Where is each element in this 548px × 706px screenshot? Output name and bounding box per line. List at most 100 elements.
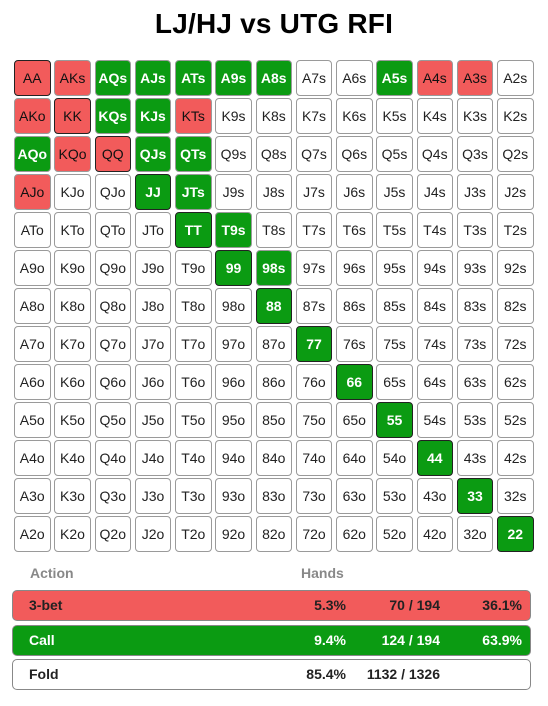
hand-cell-K9s[interactable]: K9s (215, 98, 252, 134)
hand-cell-72s[interactable]: 72s (497, 326, 534, 362)
hand-cell-J6o[interactable]: J6o (134, 364, 172, 400)
hand-cell-K5o[interactable]: K5o (54, 402, 91, 438)
legend-row-fold[interactable]: Fold 85.4% 1132 / 1326 (12, 659, 531, 690)
hand-cell-A9s[interactable]: A9s (215, 60, 252, 96)
hand-cell-94s[interactable]: 94s (416, 250, 453, 286)
hand-cell-82o[interactable]: 82o (255, 516, 292, 552)
hand-cell-Q7s[interactable]: Q7s (295, 136, 333, 172)
hand-cell-85s[interactable]: 85s (376, 288, 413, 324)
hand-cell-JTo[interactable]: JTo (134, 212, 172, 248)
hand-cell-84o[interactable]: 84o (255, 440, 292, 476)
hand-cell-85o[interactable]: 85o (255, 402, 292, 438)
hand-cell-95s[interactable]: 95s (376, 250, 413, 286)
hand-cell-83s[interactable]: 83s (456, 288, 494, 324)
hand-cell-K4s[interactable]: K4s (416, 98, 453, 134)
hand-cell-Q8s[interactable]: Q8s (255, 136, 292, 172)
hand-cell-65o[interactable]: 65o (336, 402, 373, 438)
hand-cell-A2s[interactable]: A2s (497, 60, 534, 96)
hand-cell-52o[interactable]: 52o (376, 516, 413, 552)
hand-cell-65s[interactable]: 65s (376, 364, 413, 400)
hand-cell-52s[interactable]: 52s (497, 402, 534, 438)
hand-cell-95o[interactable]: 95o (215, 402, 252, 438)
hand-cell-J3o[interactable]: J3o (134, 478, 172, 514)
hand-cell-Q8o[interactable]: Q8o (94, 288, 131, 324)
hand-cell-96o[interactable]: 96o (215, 364, 252, 400)
hand-cell-87s[interactable]: 87s (295, 288, 333, 324)
hand-cell-T5o[interactable]: T5o (175, 402, 212, 438)
hand-cell-64o[interactable]: 64o (336, 440, 373, 476)
hand-cell-KQs[interactable]: KQs (94, 98, 131, 134)
hand-cell-74o[interactable]: 74o (295, 440, 333, 476)
hand-cell-54o[interactable]: 54o (376, 440, 413, 476)
hand-cell-K3o[interactable]: K3o (54, 478, 91, 514)
hand-cell-K9o[interactable]: K9o (54, 250, 91, 286)
hand-cell-J4o[interactable]: J4o (134, 440, 172, 476)
hand-cell-T5s[interactable]: T5s (376, 212, 413, 248)
hand-cell-AQo[interactable]: AQo (14, 136, 51, 172)
hand-cell-K6s[interactable]: K6s (336, 98, 373, 134)
hand-cell-55[interactable]: 55 (376, 402, 413, 438)
hand-cell-A8s[interactable]: A8s (255, 60, 292, 96)
hand-cell-93o[interactable]: 93o (215, 478, 252, 514)
hand-cell-77[interactable]: 77 (295, 326, 333, 362)
hand-cell-75s[interactable]: 75s (376, 326, 413, 362)
hand-cell-AA[interactable]: AA (14, 60, 51, 96)
hand-cell-T3o[interactable]: T3o (175, 478, 212, 514)
hand-cell-54s[interactable]: 54s (416, 402, 453, 438)
hand-cell-A9o[interactable]: A9o (14, 250, 51, 286)
hand-cell-Q3o[interactable]: Q3o (94, 478, 131, 514)
hand-cell-JTs[interactable]: JTs (175, 174, 212, 210)
hand-cell-KJo[interactable]: KJo (54, 174, 91, 210)
hand-cell-53o[interactable]: 53o (376, 478, 413, 514)
hand-cell-42o[interactable]: 42o (416, 516, 453, 552)
hand-cell-62o[interactable]: 62o (336, 516, 373, 552)
hand-cell-T6s[interactable]: T6s (336, 212, 373, 248)
hand-cell-J7s[interactable]: J7s (295, 174, 333, 210)
hand-cell-43o[interactable]: 43o (416, 478, 453, 514)
hand-cell-AJs[interactable]: AJs (134, 60, 172, 96)
hand-cell-QJs[interactable]: QJs (134, 136, 172, 172)
hand-cell-J8o[interactable]: J8o (134, 288, 172, 324)
hand-cell-T4o[interactable]: T4o (175, 440, 212, 476)
hand-cell-22[interactable]: 22 (497, 516, 534, 552)
hand-cell-K2o[interactable]: K2o (54, 516, 91, 552)
hand-cell-97o[interactable]: 97o (215, 326, 252, 362)
hand-cell-83o[interactable]: 83o (255, 478, 292, 514)
hand-cell-72o[interactable]: 72o (295, 516, 333, 552)
hand-cell-AJo[interactable]: AJo (14, 174, 51, 210)
hand-cell-73s[interactable]: 73s (456, 326, 494, 362)
legend-row-call[interactable]: Call 9.4% 124 / 194 63.9% (12, 625, 531, 656)
hand-cell-T2o[interactable]: T2o (175, 516, 212, 552)
hand-cell-KK[interactable]: KK (54, 98, 91, 134)
hand-cell-62s[interactable]: 62s (497, 364, 534, 400)
hand-cell-A3s[interactable]: A3s (456, 60, 494, 96)
hand-cell-A2o[interactable]: A2o (14, 516, 51, 552)
hand-cell-T8s[interactable]: T8s (255, 212, 292, 248)
hand-cell-63s[interactable]: 63s (456, 364, 494, 400)
hand-cell-K7s[interactable]: K7s (295, 98, 333, 134)
hand-cell-KTo[interactable]: KTo (54, 212, 91, 248)
hand-cell-K8s[interactable]: K8s (255, 98, 292, 134)
hand-cell-76s[interactable]: 76s (336, 326, 373, 362)
hand-cell-98o[interactable]: 98o (215, 288, 252, 324)
hand-cell-T6o[interactable]: T6o (175, 364, 212, 400)
hand-cell-J4s[interactable]: J4s (416, 174, 453, 210)
hand-cell-97s[interactable]: 97s (295, 250, 333, 286)
hand-cell-K8o[interactable]: K8o (54, 288, 91, 324)
hand-cell-93s[interactable]: 93s (456, 250, 494, 286)
hand-cell-32s[interactable]: 32s (497, 478, 534, 514)
hand-cell-A6o[interactable]: A6o (14, 364, 51, 400)
hand-cell-ATo[interactable]: ATo (14, 212, 51, 248)
hand-cell-Q9s[interactable]: Q9s (215, 136, 252, 172)
hand-cell-42s[interactable]: 42s (497, 440, 534, 476)
hand-cell-33[interactable]: 33 (456, 478, 494, 514)
hand-cell-87o[interactable]: 87o (255, 326, 292, 362)
hand-cell-J9o[interactable]: J9o (134, 250, 172, 286)
hand-cell-J6s[interactable]: J6s (336, 174, 373, 210)
hand-cell-99[interactable]: 99 (215, 250, 252, 286)
legend-row-3bet[interactable]: 3-bet 5.3% 70 / 194 36.1% (12, 590, 531, 621)
hand-cell-T7o[interactable]: T7o (175, 326, 212, 362)
hand-cell-Q4o[interactable]: Q4o (94, 440, 131, 476)
hand-cell-J8s[interactable]: J8s (255, 174, 292, 210)
hand-cell-J2s[interactable]: J2s (497, 174, 534, 210)
